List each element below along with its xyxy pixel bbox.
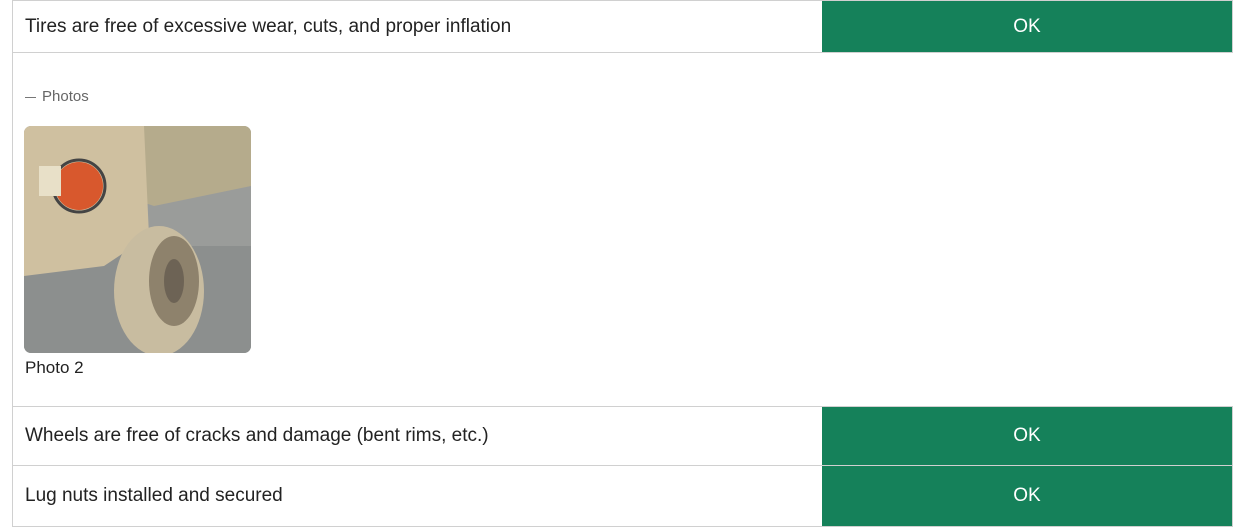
- photo-thumbnail[interactable]: [24, 126, 251, 353]
- item-label: Lug nuts installed and secured: [13, 466, 822, 526]
- photos-heading: Photos: [25, 88, 89, 105]
- dash: [25, 97, 36, 98]
- item-label: Tires are free of excessive wear, cuts, …: [13, 1, 822, 52]
- checklist: Tires are free of excessive wear, cuts, …: [0, 0, 1233, 528]
- status-badge: OK: [822, 466, 1232, 526]
- photo-caption: Photo 2: [25, 358, 84, 378]
- status-badge: OK: [822, 407, 1232, 465]
- photos-section: Photos Photo 2: [12, 52, 1233, 407]
- status-badge: OK: [822, 1, 1232, 52]
- photo-image: [24, 126, 251, 353]
- item-label: Wheels are free of cracks and damage (be…: [13, 407, 822, 465]
- checklist-row: Lug nuts installed and secured OK: [12, 465, 1233, 527]
- photos-heading-text: Photos: [42, 88, 89, 105]
- checklist-row: Wheels are free of cracks and damage (be…: [12, 406, 1233, 466]
- checklist-row: Tires are free of excessive wear, cuts, …: [12, 0, 1233, 53]
